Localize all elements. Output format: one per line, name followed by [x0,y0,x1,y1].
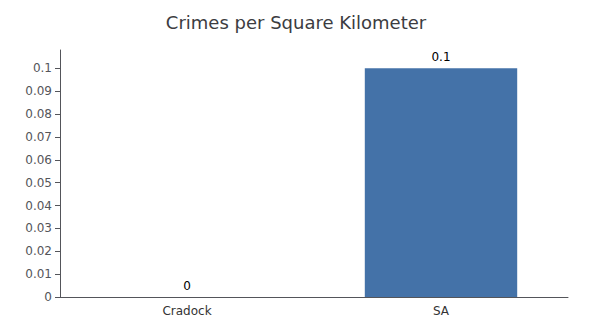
svg-text:Crimes per Square Kilometer: Crimes per Square Kilometer [166,12,427,33]
svg-text:0.03: 0.03 [25,221,52,235]
svg-text:Cradock: Cradock [162,304,211,318]
svg-text:0.02: 0.02 [25,244,52,258]
svg-text:0.04: 0.04 [25,199,52,213]
svg-text:0.1: 0.1 [431,50,450,64]
svg-text:0.01: 0.01 [25,267,52,281]
svg-text:0.06: 0.06 [25,153,52,167]
svg-text:0.1: 0.1 [33,61,52,75]
svg-text:0: 0 [44,290,52,304]
svg-text:0.07: 0.07 [25,130,52,144]
svg-text:SA: SA [433,304,450,318]
svg-text:0.09: 0.09 [25,84,52,98]
svg-text:0.05: 0.05 [25,176,52,190]
svg-text:0: 0 [183,279,191,293]
svg-text:0.08: 0.08 [25,107,52,121]
